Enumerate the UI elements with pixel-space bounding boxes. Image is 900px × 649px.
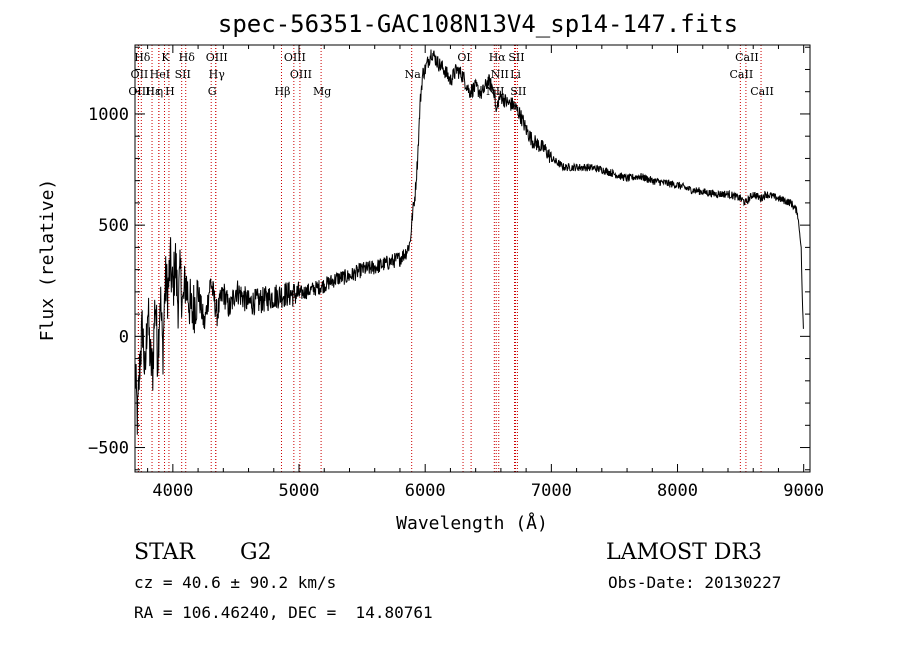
object-class: STAR xyxy=(134,540,195,565)
observation-date: Obs-Date: 20130227 xyxy=(608,573,782,592)
line-label-25: SII xyxy=(510,85,526,98)
object-subclass: G2 xyxy=(240,540,272,565)
coordinates: RA = 106.46240, DEC = 14.80761 xyxy=(134,603,433,622)
line-label-16: Mg xyxy=(313,85,331,98)
line-label-11: Hγ xyxy=(209,68,226,81)
line-label-9: Hδ xyxy=(179,51,196,64)
line-label-23: SII xyxy=(508,51,524,64)
line-label-0: Hδ xyxy=(134,51,151,64)
line-label-22: NII xyxy=(486,85,504,98)
line-label-5: η xyxy=(157,85,164,98)
x-axis-label: Wavelength (Å) xyxy=(396,512,548,534)
chart-title: spec-56351-GAC108N13V4_sp14-147.fits xyxy=(218,10,738,38)
line-label-18: OI xyxy=(457,51,470,64)
x-tick-label-2: 6000 xyxy=(405,481,446,501)
y-tick-label-0: −500 xyxy=(88,439,129,459)
line-label-26: CaII xyxy=(735,51,759,64)
x-tick-label-1: 5000 xyxy=(279,481,320,501)
redshift-cz: cz = 40.6 ± 90.2 km/s xyxy=(134,573,337,592)
line-label-6: K xyxy=(161,51,170,64)
line-label-21: NII xyxy=(491,68,509,81)
line-label-8: SII xyxy=(175,68,191,81)
line-label-24: Li xyxy=(510,68,521,81)
line-label-13: Hβ xyxy=(275,85,291,98)
line-label-20: Hα xyxy=(489,51,507,64)
survey-name: LAMOST DR3 xyxy=(606,540,762,565)
x-tick-label-0: 4000 xyxy=(152,481,193,501)
y-tick-label-3: 1000 xyxy=(88,105,129,125)
x-tick-label-5: 9000 xyxy=(783,481,824,501)
x-tick-label-4: 8000 xyxy=(657,481,698,501)
line-label-28: CaII xyxy=(750,85,774,98)
y-tick-label-1: 0 xyxy=(119,327,129,347)
line-label-15: OIII xyxy=(290,68,312,81)
x-tick-label-3: 7000 xyxy=(531,481,572,501)
line-label-12: G xyxy=(208,85,217,98)
line-label-27: CaII xyxy=(730,68,754,81)
line-label-4: HeI xyxy=(150,68,170,81)
line-label-17: Na xyxy=(405,68,422,81)
line-label-14: OIII xyxy=(284,51,306,64)
spectrum-line xyxy=(134,49,804,435)
line-label-7: H xyxy=(165,85,175,98)
plot-frame xyxy=(134,44,811,473)
line-label-10: OIII xyxy=(206,51,228,64)
y-axis-label: Flux (relative) xyxy=(37,179,58,342)
y-tick-label-2: 500 xyxy=(98,216,129,236)
line-label-3: Hε xyxy=(145,85,161,98)
